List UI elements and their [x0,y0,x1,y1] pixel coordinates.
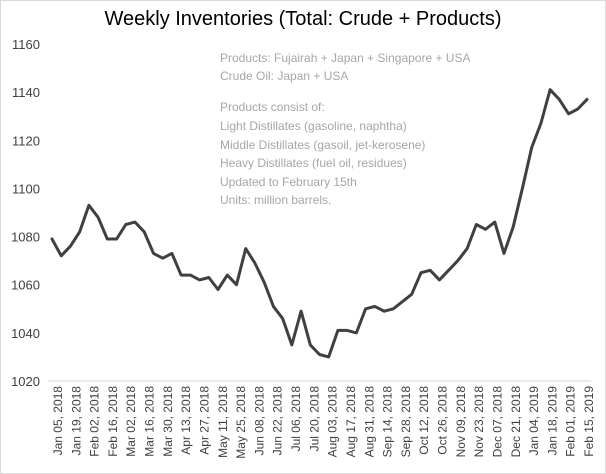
x-tick-label: Jan 05, 2018 [51,386,65,456]
annotation-text: Crude Oil: Japan + USA [220,69,348,83]
x-tick-label: Dec 07, 2018 [490,386,504,458]
x-tick-label: Feb 15, 2019 [582,386,596,457]
x-tick-label: Jan 18, 2019 [545,386,559,456]
x-tick-label: Mar 30, 2018 [161,386,175,457]
annotation-text: Units: million barrels. [220,193,331,207]
x-tick-label: Apr 27, 2018 [197,386,211,455]
annotations: Products: Fujairah + Japan + Singapore +… [220,51,470,207]
x-tick-label: Feb 01, 2019 [564,386,578,457]
annotation-text: Products consist of: [220,100,325,114]
y-tick-label: 1160 [12,37,40,52]
x-tick-label: May 25, 2018 [234,386,248,459]
annotation-text: Heavy Distillates (fuel oil, residues) [220,156,407,170]
y-tick-label: 1020 [11,374,40,389]
x-tick-label: Aug 03, 2018 [326,386,340,458]
series-line [50,88,589,359]
annotation-text: Products: Fujairah + Japan + Singapore +… [220,51,470,65]
x-tick-label: Dec 21, 2018 [509,386,523,458]
x-tick-label: Jan 19, 2018 [69,386,83,456]
x-tick-label: Jul 20, 2018 [307,386,321,452]
x-tick-label: Mar 16, 2018 [143,386,157,457]
y-tick-label: 1100 [12,181,40,196]
x-tick-label: Jul 06, 2018 [289,386,303,452]
y-axis-ticks: 1020 1040 1060 1080 1100 1120 1140 1160 [11,37,40,389]
x-tick-label: Sep 28, 2018 [399,386,413,458]
x-tick-label: Aug 17, 2018 [344,386,358,458]
y-tick-label: 1140 [12,85,40,100]
y-tick-label: 1080 [11,230,40,245]
y-tick-label: 1120 [12,133,40,148]
chart-title: Weekly Inventories (Total: Crude + Produ… [104,8,502,30]
x-tick-label: May 11, 2018 [216,386,230,458]
x-tick-label: Apr 13, 2018 [179,386,193,455]
x-tick-label: Jun 08, 2018 [252,386,266,456]
x-tick-label: Jan 04, 2019 [527,386,541,456]
x-tick-label: Feb 02, 2018 [88,386,102,457]
x-tick-label: Oct 12, 2018 [417,386,431,455]
x-tick-label: Mar 02, 2018 [124,386,138,457]
annotation-text: Updated to February 15th [220,175,357,189]
x-axis-ticks: Jan 05, 2018 Jan 19, 2018 Feb 02, 2018 Feb … [51,386,596,459]
x-tick-label: Nov 09, 2018 [454,386,468,458]
y-tick-label: 1060 [11,278,40,293]
y-tick-label: 1040 [11,326,40,341]
x-tick-label: Aug 31, 2018 [362,386,376,458]
x-tick-label: Sep 14, 2018 [381,386,395,458]
annotation-text: Light Distillates (gasoline, naphtha) [220,119,407,133]
annotation-text: Middle Distillates (gasoil, jet-kerosene… [220,138,425,152]
x-tick-label: Feb 16, 2018 [106,386,120,457]
x-tick-label: Jun 22, 2018 [271,386,285,456]
x-tick-label: Oct 26, 2018 [436,386,450,455]
x-tick-label: Nov 23, 2018 [472,386,486,458]
